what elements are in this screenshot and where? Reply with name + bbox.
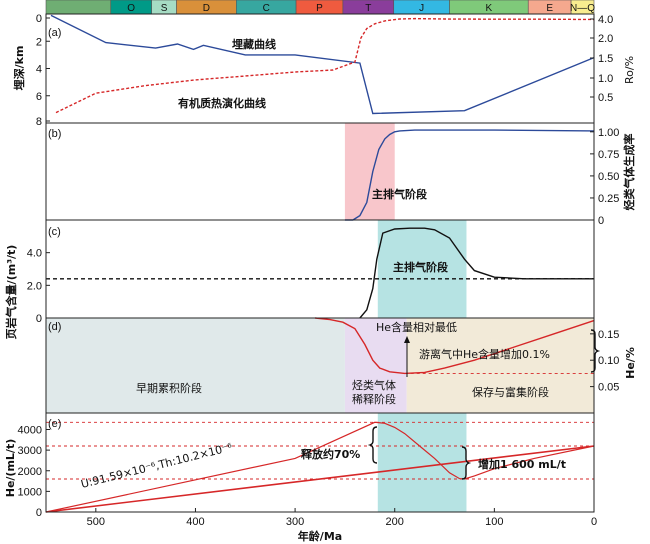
tick-gen-1: 1.00	[598, 127, 619, 139]
tick-gen-0.75: 0.75	[598, 149, 619, 161]
stage-early-label: 早期累积阶段	[136, 381, 202, 395]
panel-frame-b	[45, 122, 595, 221]
tick-depth-2: 2	[36, 36, 42, 48]
release-label: 释放约70%	[301, 447, 360, 461]
geologic-period-bar: O S D C P T J K E N—Q	[45, 0, 595, 15]
tick-heml-3000: 3000	[18, 445, 42, 457]
stage-dilution-label-2: 稀释阶段	[352, 392, 396, 406]
panel-label-a: (a)	[48, 27, 61, 39]
increase-label: 增加1 600 mL/t	[478, 457, 566, 471]
tick-gen-0.5: 0.50	[598, 171, 619, 183]
tick-ro-0.5: 0.5	[598, 92, 613, 104]
he-lowest-label: He含量相对最低	[376, 320, 457, 334]
period-label-1: O	[127, 3, 135, 14]
panel-backgrounds	[46, 318, 594, 413]
period-label-9: E	[546, 3, 553, 14]
burial-curve	[50, 14, 595, 115]
tick-x-500: 500	[87, 516, 105, 528]
ro-axis-title: Ro/%	[623, 56, 636, 84]
tick-depth-0: 0	[36, 13, 42, 25]
band-b	[344, 123, 395, 220]
main-exhaust-label-b: 主排气阶段	[372, 187, 427, 201]
x-axis-title: 年龄/Ma	[298, 529, 342, 543]
tick-gen-0.25: 0.25	[598, 193, 619, 205]
tick-ro-4: 4.0	[598, 14, 613, 26]
ro-curve-label: 有机质热演化曲线	[178, 96, 266, 110]
period-label-7: J	[419, 3, 424, 14]
tick-heml-2000: 2000	[18, 466, 42, 478]
tick-ro-1.5: 1.5	[598, 53, 613, 65]
u-th-label: U:91.59×10⁻⁶,Th:10.2×10⁻⁶	[80, 441, 235, 491]
depth-axis-title: 埋深/km	[12, 46, 26, 91]
tick-gas-4: 4.0	[27, 248, 42, 260]
reference-lines	[46, 278, 594, 480]
tick-x-400: 400	[186, 516, 204, 528]
he-percent-axis-title: He/%	[624, 347, 637, 379]
period-label-6: T	[365, 3, 371, 14]
burial-curve-label: 埋藏曲线	[232, 37, 276, 51]
tick-he-0.1: 0.10	[598, 355, 619, 367]
tick-x-0: 0	[591, 516, 597, 528]
tick-gen-0: 0	[598, 215, 604, 227]
band-c	[377, 220, 467, 318]
panel-label-b: (b)	[48, 128, 61, 140]
period-label-10: N—Q	[570, 3, 595, 14]
period-cell-0	[45, 0, 112, 15]
stage-dilution-label-1: 烃类气体	[352, 378, 396, 392]
generation-rate-curve	[344, 129, 595, 221]
panel-label-c: (c)	[48, 226, 61, 238]
period-label-2: S	[161, 3, 168, 14]
tick-depth-8: 8	[36, 116, 42, 128]
tick-heml-1000: 1000	[18, 486, 42, 498]
panel-label-e: (e)	[48, 418, 61, 430]
axis-ticks: 0 2 4 6 8 0.5 1.0 1.5 2.0 4.0 0 0.25 0.50 0.75 1.00 0 2.…	[18, 13, 620, 528]
annotation-marks	[367, 329, 601, 480]
panel-frame-c	[45, 219, 595, 319]
tick-ro-2: 2.0	[598, 33, 613, 45]
main-exhaust-label-c: 主排气阶段	[393, 260, 448, 274]
panel-frame-e	[45, 412, 595, 513]
tick-gas-2: 2.0	[27, 280, 42, 292]
tick-depth-6: 6	[36, 91, 42, 103]
panel-label-d: (d)	[48, 321, 61, 333]
tick-x-300: 300	[286, 516, 304, 528]
period-label-8: K	[486, 3, 493, 14]
tick-he-0.15: 0.15	[598, 329, 619, 341]
stage-preserve-label: 保存与富集阶段	[472, 385, 549, 399]
shale-gas-axis-title: 页岩气含量/(m³/t)	[4, 245, 18, 340]
stage-bg-2	[406, 318, 594, 413]
panel-frame-a	[45, 13, 595, 124]
he-increase-label: 游离气中He含量增加0.1%	[419, 347, 550, 361]
series-lines	[45, 14, 595, 513]
shale-gas-curve	[359, 227, 594, 319]
tick-x-100: 100	[485, 516, 503, 528]
ro-curve	[55, 17, 595, 114]
tick-heml-0: 0	[36, 507, 42, 519]
tick-heml-4000: 4000	[18, 425, 42, 437]
tick-x-200: 200	[386, 516, 404, 528]
tick-ro-1: 1.0	[598, 73, 613, 85]
he-ml-axis-title: He/(mL/t)	[4, 439, 17, 498]
tick-he-0.05: 0.05	[598, 382, 619, 394]
he-percent-curve	[314, 317, 595, 375]
he-ml-curve	[45, 421, 595, 513]
period-label-5: P	[316, 3, 323, 14]
tick-depth-4: 4	[36, 64, 42, 76]
generation-rate-axis-title: 烃类气体生成率	[622, 134, 636, 211]
stage-bg-1	[344, 318, 407, 413]
period-label-4: C	[263, 3, 270, 14]
period-label-3: D	[203, 3, 210, 14]
tick-gas-0: 0	[36, 313, 42, 325]
he-generation-line	[45, 445, 595, 513]
stage-bg-0	[46, 318, 345, 413]
